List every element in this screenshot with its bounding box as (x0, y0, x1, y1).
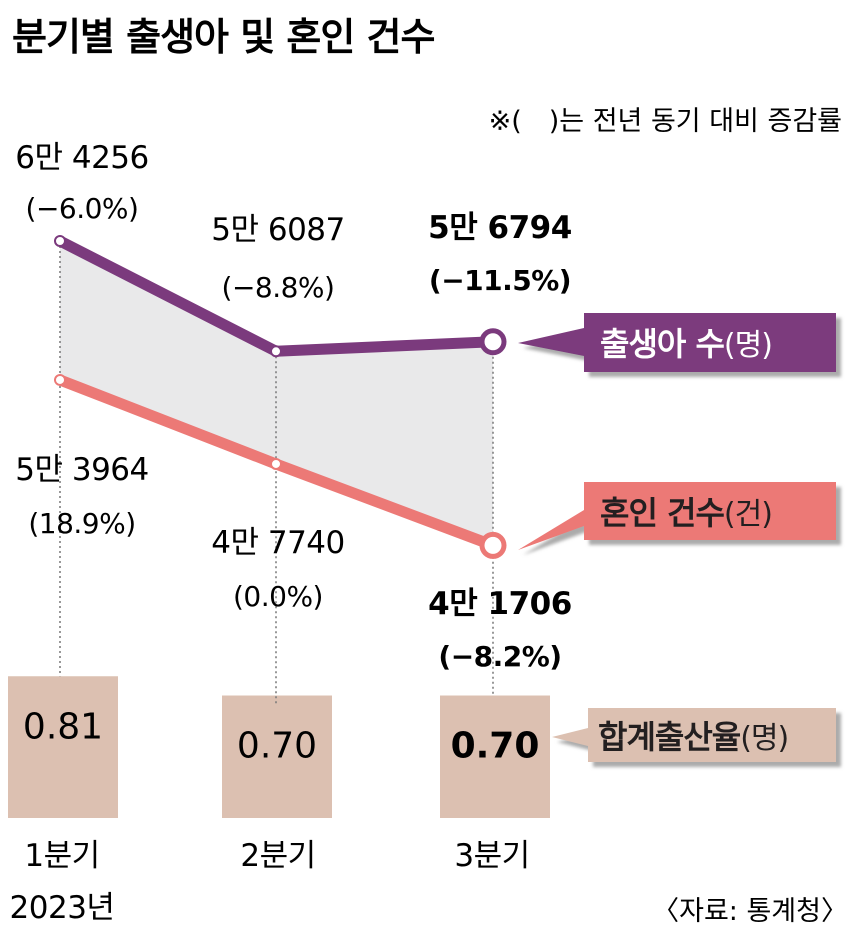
legend-fertility (552, 708, 836, 762)
legend-marriages-box (518, 482, 836, 550)
x-tick-q1: 1분기 (24, 838, 99, 874)
marriages-value-label-3: 4만 1706 (428, 586, 572, 622)
legend-fertility-box (552, 708, 836, 762)
fertility-bar-label-1: 0.81 (23, 706, 103, 747)
births-point-2 (270, 345, 282, 358)
marriages-change-label-1: (18.9%) (28, 507, 135, 540)
marriages-change-label-2: (0.0%) (233, 580, 323, 613)
marriages-point-2 (270, 457, 282, 470)
births-point-3 (479, 328, 507, 356)
legend-births-label: 출생아 수(명) (600, 325, 772, 363)
fertility-bar-1 (8, 676, 118, 818)
births-value-label-2: 5만 6087 (211, 212, 345, 248)
fertility-bar-label-3: 0.70 (451, 726, 540, 767)
marriages-value-label-2: 4만 7740 (211, 525, 345, 561)
births-point-1 (54, 235, 66, 247)
fertility-bar-label-2: 0.70 (237, 726, 317, 767)
marriages-value-label-1: 5만 3964 (15, 452, 149, 488)
chart-title: 분기별 출생아 및 혼인 건수 (12, 15, 435, 59)
fertility-bar-2 (222, 695, 332, 818)
marriages-point-3 (479, 531, 507, 559)
bars-layer: 0.81 0.70 0.70 (8, 676, 550, 818)
lines-layer (54, 235, 507, 559)
legend-marriages-label: 혼인 건수(건) (600, 494, 772, 532)
marriages-point-1 (54, 373, 66, 386)
births-value-label-3: 5만 6794 (428, 210, 572, 246)
births-change-label-1: (−6.0%) (26, 192, 139, 225)
marriages-change-label-3: (−8.2%) (438, 640, 561, 673)
legend-births (518, 313, 836, 372)
x-tick-q2: 2분기 (240, 838, 315, 874)
labels-layer: 6만 4256 (−6.0%) 5만 6087 (−8.8%) 5만 6794 (−11.… (15, 140, 572, 673)
legend-fertility-label: 합계출산율(명) (598, 718, 788, 756)
legend-births-box (518, 313, 836, 372)
guides-layer (59, 241, 494, 706)
births-change-label-3: (−11.5%) (429, 264, 571, 297)
births-change-label-2: (−8.8%) (222, 271, 335, 304)
source-note: 〈자료: 통계청〉 (652, 896, 848, 927)
births-value-label-1: 6만 4256 (15, 140, 149, 176)
x-tick-q3: 3분기 (454, 838, 529, 874)
legend-marriages (518, 482, 836, 550)
x-sub-label: 2023년 (10, 890, 115, 926)
chart-note: ※( )는 전년 동기 대비 증감률 (489, 106, 842, 137)
fertility-bar-3 (440, 695, 550, 818)
